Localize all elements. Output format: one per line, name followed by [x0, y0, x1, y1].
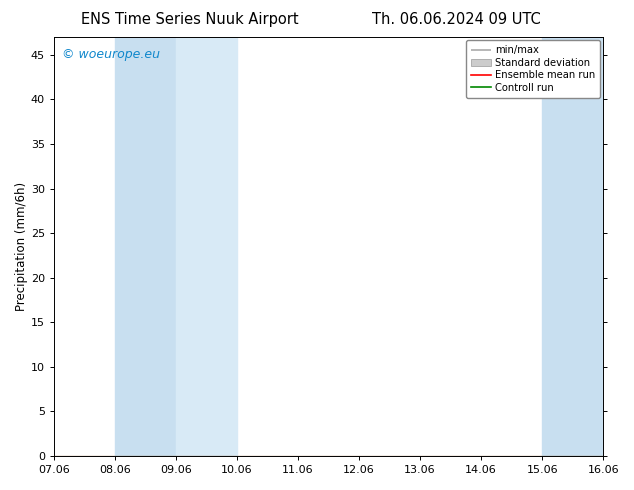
Bar — [115, 37, 176, 456]
Y-axis label: Precipitation (mm/6h): Precipitation (mm/6h) — [15, 182, 28, 311]
Text: © woeurope.eu: © woeurope.eu — [62, 48, 160, 61]
Bar — [603, 37, 634, 456]
Text: ENS Time Series Nuuk Airport: ENS Time Series Nuuk Airport — [81, 12, 299, 27]
Legend: min/max, Standard deviation, Ensemble mean run, Controll run: min/max, Standard deviation, Ensemble me… — [466, 40, 600, 98]
Text: Th. 06.06.2024 09 UTC: Th. 06.06.2024 09 UTC — [372, 12, 541, 27]
Bar — [176, 37, 237, 456]
Bar — [542, 37, 603, 456]
